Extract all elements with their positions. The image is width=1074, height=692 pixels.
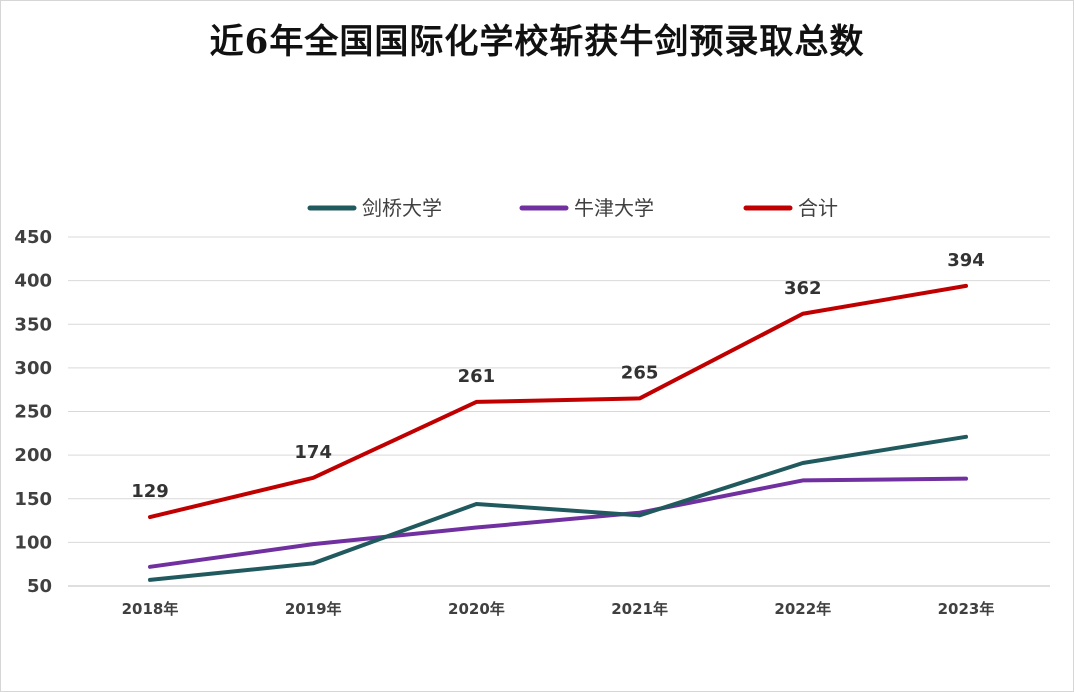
data-label: 129 [131, 481, 169, 502]
series-line-total [148, 283, 968, 520]
y-tick-label: 100 [14, 532, 52, 553]
y-tick-label: 450 [14, 227, 52, 248]
series-line-cambridge [148, 434, 968, 582]
x-tick-label: 2023年 [938, 600, 995, 618]
data-label: 362 [784, 278, 822, 299]
x-tick-label: 2022年 [774, 600, 831, 618]
x-tick-label: 2019年 [285, 600, 342, 618]
x-tick-label: 2021年 [611, 600, 668, 618]
data-label: 261 [458, 366, 496, 387]
data-label: 265 [621, 362, 659, 383]
y-tick-label: 350 [14, 314, 52, 335]
legend: 剑桥大学 牛津大学 合计 [307, 196, 838, 220]
y-tick-label: 300 [14, 358, 52, 379]
data-label: 394 [947, 250, 985, 271]
x-tick-label: 2018年 [122, 600, 179, 618]
y-tick-label: 50 [27, 576, 52, 597]
y-tick-label: 200 [14, 445, 52, 466]
legend-label: 牛津大学 [574, 196, 654, 220]
y-tick-label: 250 [14, 402, 52, 423]
y-tick-label: 150 [14, 489, 52, 510]
data-label: 174 [294, 442, 332, 463]
gridlines [68, 236, 1050, 587]
data-labels: 129 174 261 265 362 394 [131, 250, 985, 502]
y-axis-ticks: 50 100 150 200 250 300 350 400 450 [14, 227, 52, 597]
legend-label: 剑桥大学 [362, 196, 442, 220]
series-line-oxford [148, 476, 968, 569]
chart-title: 近6年全国国际化学校斩获牛剑预录取总数 [209, 22, 865, 62]
x-tick-label: 2020年 [448, 600, 505, 618]
series-lines [148, 283, 968, 582]
x-axis-ticks: 2018年 2019年 2020年 2021年 2022年 2023年 [122, 600, 995, 618]
legend-label: 合计 [798, 196, 838, 220]
y-tick-label: 400 [14, 271, 52, 292]
